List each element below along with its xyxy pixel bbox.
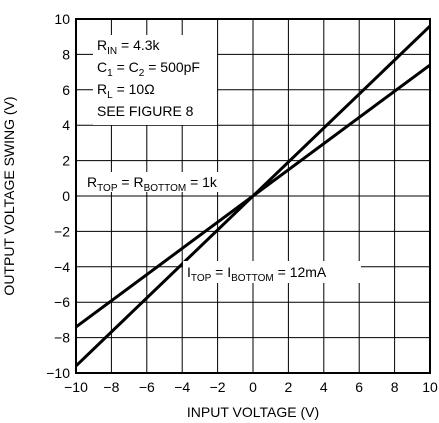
condition-rl: RL = 10Ω — [97, 81, 155, 101]
y-tick-label: −6 — [54, 294, 70, 310]
condition-see-figure: SEE FIGURE 8 — [97, 103, 194, 119]
r-label-text: RTOP = RBOTTOM = 1k — [87, 174, 218, 194]
y-tick-label: 8 — [62, 46, 70, 62]
y-tick-label: 2 — [62, 153, 70, 169]
y-tick-label: 4 — [62, 117, 70, 133]
x-tick-label: 8 — [391, 379, 399, 395]
x-tick-label: 4 — [320, 379, 328, 395]
series-lines — [74, 24, 432, 368]
conditions-box — [93, 35, 217, 125]
y-axis-title: OUTPUT VOLTAGE SWING (V) — [1, 96, 17, 295]
x-tick-label: 6 — [355, 379, 363, 395]
y-tick-label: 10 — [54, 11, 70, 27]
r-label-box — [83, 172, 251, 192]
condition-c1-c2: C1 = C2 = 500pF — [97, 59, 200, 79]
x-tick-label: 10 — [422, 379, 438, 395]
y-tick-label: −8 — [54, 330, 70, 346]
y-tick-label: 0 — [62, 188, 70, 204]
x-tick-label: −4 — [174, 379, 190, 395]
i-label-text: ITOP = IBOTTOM = 12mA — [187, 264, 327, 284]
x-tick-label: −6 — [139, 379, 155, 395]
y-tick-label: 6 — [62, 82, 70, 98]
conditions-annotation: RIN = 4.3k C1 = C2 = 500pF RL = 10Ω SEE … — [93, 35, 217, 125]
x-axis-title: INPUT VOLTAGE (V) — [187, 404, 319, 420]
x-tick-label: 0 — [249, 379, 257, 395]
x-tick-label: 2 — [285, 379, 293, 395]
r-top-bottom-label: RTOP = RBOTTOM = 1k — [83, 172, 251, 194]
x-tick-label: −8 — [103, 379, 119, 395]
i-top-bottom-label: ITOP = IBOTTOM = 12mA — [183, 261, 361, 284]
x-tick-label: −10 — [64, 379, 88, 395]
y-tick-label: −2 — [54, 223, 70, 239]
plot-frame — [75, 18, 431, 374]
series-line-2 — [75, 63, 431, 329]
condition-rin: RIN = 4.3k — [97, 37, 161, 57]
y-tick-label: −10 — [46, 365, 70, 381]
x-tick-label: −2 — [210, 379, 226, 395]
tick-labels: −10 −8 −6 −4 −2 0 2 4 6 8 10 −10 −8 −6 −4 −2 0 2 4 6 8 10 — [46, 11, 438, 395]
y-tick-label: −4 — [54, 259, 70, 275]
i-label-box — [183, 261, 361, 283]
